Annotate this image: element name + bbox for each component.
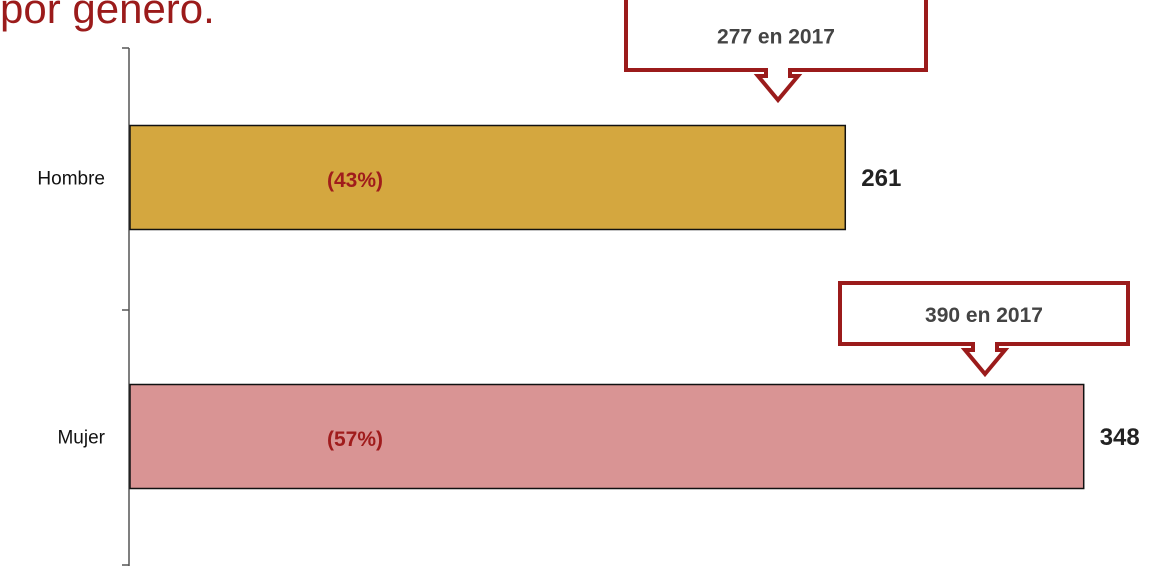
callout-text: 390 en 2017 [925, 304, 1043, 327]
bar [129, 124, 847, 231]
category-label: Hombre [37, 169, 105, 190]
share-label: (57%) [327, 428, 383, 451]
bar [129, 383, 1085, 490]
callout [624, 0, 928, 104]
value-label: 261 [861, 165, 901, 192]
chart-title: por género. [0, 0, 215, 32]
value-label: 348 [1100, 424, 1140, 451]
callout-text: 277 en 2017 [717, 26, 835, 49]
callout [838, 281, 1130, 378]
share-label: (43%) [327, 169, 383, 192]
category-label: Mujer [57, 428, 105, 449]
